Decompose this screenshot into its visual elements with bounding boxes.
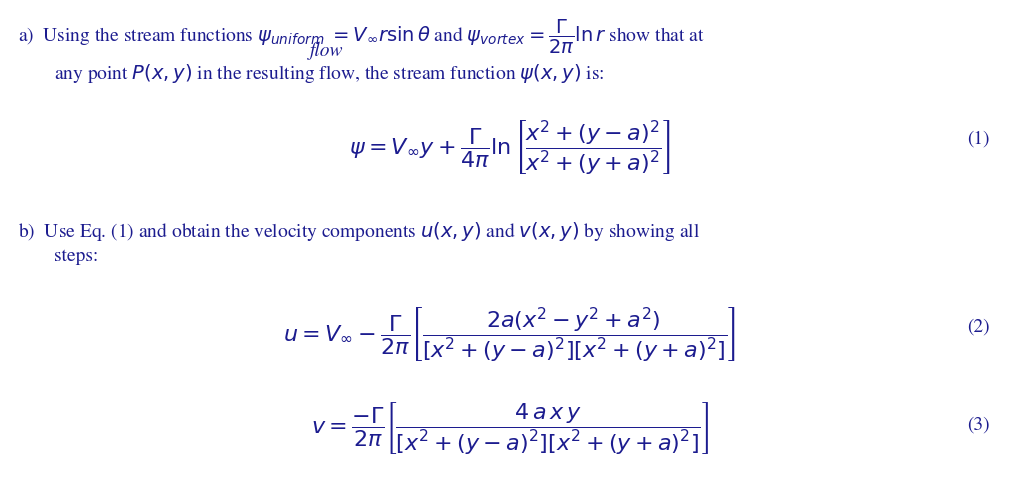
Text: flow: flow xyxy=(310,42,344,60)
Text: any point $P(x, y)$ in the resulting flow, the stream function $\psi(x, y)$ is:: any point $P(x, y)$ in the resulting flo… xyxy=(54,62,604,85)
Text: a)  Using the stream functions $\psi_{uniform}$ $= V_{\infty}r\sin\theta$ and $\: a) Using the stream functions $\psi_{uni… xyxy=(18,18,705,56)
Text: (3): (3) xyxy=(968,415,990,432)
Text: (1): (1) xyxy=(968,130,990,147)
Text: $v = \dfrac{-\Gamma}{2\pi}\left[\dfrac{4\,a\,x\,y}{[x^2 + (y - a)^2][x^2 + (y + : $v = \dfrac{-\Gamma}{2\pi}\left[\dfrac{4… xyxy=(310,399,710,455)
Text: (2): (2) xyxy=(968,317,990,335)
Text: $u = V_{\infty} - \dfrac{\Gamma}{2\pi}\left[\dfrac{2a(x^2 - y^2 + a^2)}{[x^2 + (: $u = V_{\infty} - \dfrac{\Gamma}{2\pi}\l… xyxy=(284,305,736,364)
Text: $\psi = V_{\infty}y + \dfrac{\Gamma}{4\pi}\ln\left[\dfrac{x^2 + (y - a)^2}{x^2 +: $\psi = V_{\infty}y + \dfrac{\Gamma}{4\p… xyxy=(349,118,671,177)
Text: b)  Use Eq. (1) and obtain the velocity components $u(x, y)$ and $v(x, y)$ by sh: b) Use Eq. (1) and obtain the velocity c… xyxy=(18,219,700,242)
Text: steps:: steps: xyxy=(54,247,98,265)
